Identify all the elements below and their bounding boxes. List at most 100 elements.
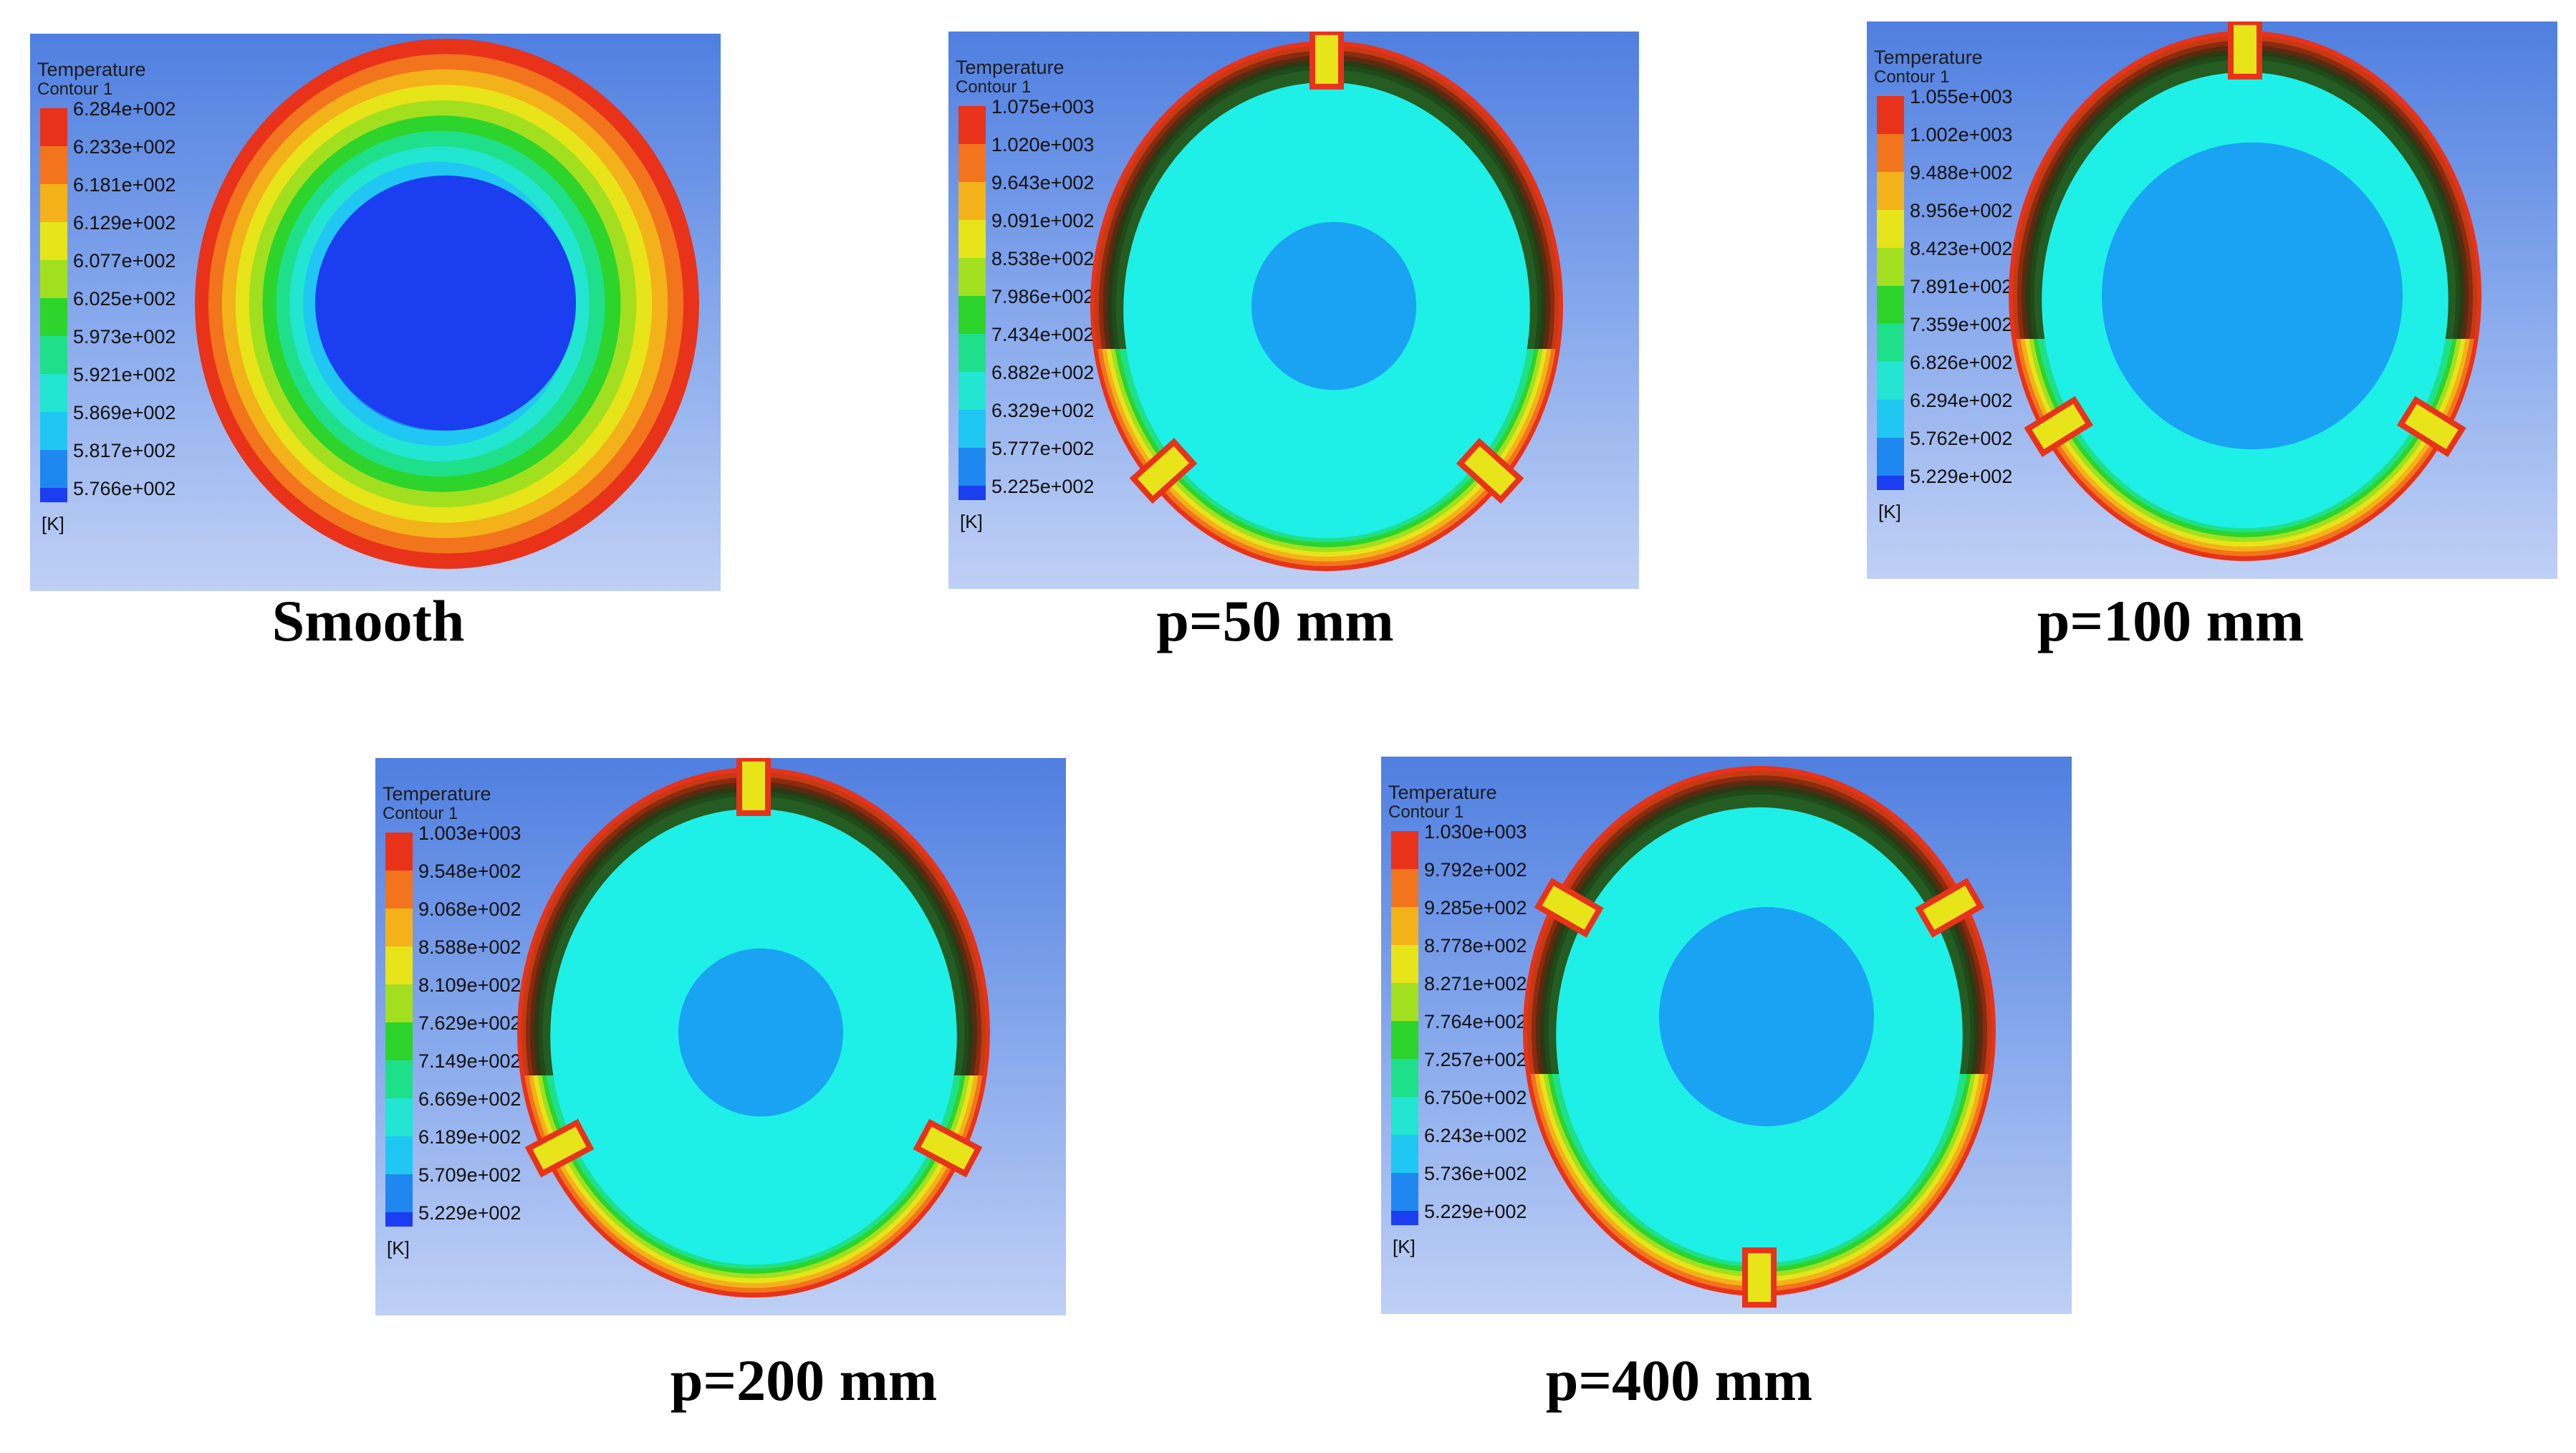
legend-swatch [385, 833, 413, 871]
legend-swatch [1877, 400, 1904, 438]
legend-swatch [1391, 907, 1418, 945]
legend-swatch [40, 222, 67, 260]
legend-swatch [1877, 248, 1904, 286]
contour-panel-p200: Temperature Contour 1 1.003e+003 9.548e+0… [375, 758, 1066, 1315]
legend-value-label: 9.068e+002 [418, 898, 522, 920]
rib-segment [1534, 878, 1604, 938]
contour-panel-p50: Temperature Contour 1 1.075e+003 1.020e+0… [948, 32, 1639, 589]
legend-swatch [1391, 1021, 1418, 1059]
legend-value-label: 5.869e+002 [73, 402, 176, 423]
legend-value-label: 7.891e+002 [1910, 276, 2013, 297]
legend-value-label: 7.359e+002 [1910, 314, 2013, 335]
contour-panel-p100: Temperature Contour 1 1.055e+003 1.002e+0… [1867, 21, 2557, 579]
legend-swatch [1877, 134, 1904, 172]
legend-value-label: 7.149e+002 [418, 1050, 522, 1072]
legend-swatch [385, 946, 413, 984]
legend-value-label: 7.764e+002 [1424, 1011, 1527, 1032]
legend-swatch [958, 372, 986, 410]
rib-segment [1129, 438, 1198, 504]
legend-swatch [1391, 831, 1418, 869]
legend-swatch [40, 146, 67, 184]
legend-title: Temperature Contour 1 [383, 784, 491, 824]
legend-swatch [1877, 210, 1904, 248]
caption-p400: p=400 mm [1545, 1348, 1813, 1413]
legend-value-label: 8.956e+002 [1910, 200, 2013, 221]
rib-segment [913, 1118, 983, 1178]
legend-title: Temperature Contour 1 [956, 57, 1064, 97]
legend-value-label: 9.792e+002 [1424, 859, 1527, 881]
legend-value-label: 8.423e+002 [1910, 238, 2013, 259]
legend-value-label: 7.986e+002 [991, 286, 1095, 307]
rib-segment [2228, 21, 2262, 80]
rib-segment [1456, 438, 1524, 504]
legend-title-line1: Temperature [1874, 47, 1983, 68]
core-region [1251, 221, 1416, 390]
legend-value-label: 5.229e+002 [1424, 1201, 1527, 1222]
temperature-contour-plot [195, 39, 699, 569]
rib-segment [1915, 878, 1985, 938]
legend-value-label: 5.766e+002 [73, 478, 176, 499]
legend-swatch [1391, 1211, 1418, 1225]
core-region [2102, 142, 2403, 450]
legend-unit: [K] [1393, 1236, 1416, 1257]
legend-swatch [958, 296, 986, 334]
legend-value-label: 6.243e+002 [1424, 1125, 1527, 1146]
legend-swatch [385, 1136, 413, 1174]
legend-swatch [385, 908, 413, 946]
legend-swatch [1877, 172, 1904, 210]
legend-swatch [40, 298, 67, 336]
core-region [678, 948, 843, 1117]
caption-smooth: Smooth [271, 588, 465, 653]
legend-title-line1: Temperature [956, 57, 1064, 78]
legend-value-label: 7.629e+002 [418, 1012, 522, 1034]
temperature-contour-plot [517, 758, 990, 1298]
legend-unit: [K] [387, 1237, 410, 1259]
legend-value-label: 6.189e+002 [418, 1126, 522, 1148]
legend-value-label: 6.882e+002 [991, 362, 1095, 383]
legend-swatch [1877, 438, 1904, 476]
legend-swatch [958, 410, 986, 448]
legend-swatch [1391, 869, 1418, 907]
temperature-contour-plot [1523, 766, 1996, 1308]
legend-title: Temperature Contour 1 [1388, 782, 1497, 823]
legend-value-label: 8.778e+002 [1424, 935, 1527, 956]
legend-swatch [385, 984, 413, 1022]
legend-value-label: 9.548e+002 [418, 860, 522, 882]
legend-value-label: 7.257e+002 [1424, 1049, 1527, 1070]
rib-segment [1742, 1247, 1777, 1308]
legend-swatch [385, 1098, 413, 1136]
legend-swatch [1877, 362, 1904, 400]
legend-swatch [958, 144, 986, 182]
legend-value-label: 5.736e+002 [1424, 1163, 1527, 1184]
legend-swatch [40, 184, 67, 222]
legend-swatch [385, 1174, 413, 1212]
legend-swatch [385, 1022, 413, 1060]
rib-segment [1309, 32, 1344, 90]
legend-value-label: 6.294e+002 [1910, 390, 2013, 411]
legend-swatch [40, 260, 67, 298]
caption-p100: p=100 mm [2037, 588, 2305, 653]
legend-swatch [1877, 286, 1904, 324]
legend-swatch [40, 488, 67, 502]
legend-value-label: 6.181e+002 [73, 174, 176, 196]
legend-swatch [1391, 1059, 1418, 1097]
contour-panel-p400: Temperature Contour 1 1.030e+003 9.792e+0… [1381, 757, 2072, 1314]
legend-value-label: 8.109e+002 [418, 974, 522, 996]
legend-value-label: 5.225e+002 [991, 476, 1095, 497]
legend-value-label: 8.538e+002 [991, 248, 1095, 269]
contour-panel-smooth: Temperature Contour 1 6.284e+002 6.233e+0… [30, 34, 721, 591]
legend-swatch [1391, 1173, 1418, 1211]
legend-title-line1: Temperature [1388, 782, 1497, 803]
temperature-contour-plot [2009, 21, 2481, 561]
legend-swatch [385, 871, 413, 908]
legend-value-label: 1.020e+003 [991, 134, 1095, 155]
legend-value-label: 9.488e+002 [1910, 162, 2013, 183]
legend-value-label: 5.817e+002 [73, 440, 176, 461]
legend-value-label: 9.643e+002 [991, 172, 1095, 193]
legend-title-line1: Temperature [383, 783, 491, 805]
legend-value-label: 5.777e+002 [991, 438, 1095, 459]
legend-title-line2: Contour 1 [37, 80, 113, 99]
legend-value-label: 5.762e+002 [1910, 428, 2013, 449]
legend-value-label: 6.129e+002 [73, 212, 176, 234]
legend-unit: [K] [1878, 501, 1901, 522]
